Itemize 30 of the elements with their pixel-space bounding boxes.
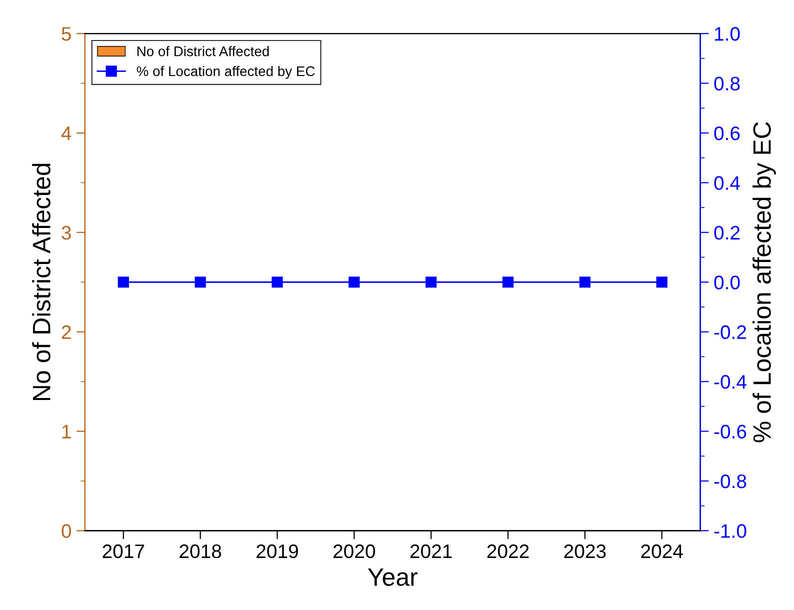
x-tick-label: 2021 [410, 544, 452, 558]
y-tick-label: 1 [62, 424, 71, 438]
y2-tick-label: 0.8 [714, 76, 740, 90]
y-axis-title: No of District Affected [32, 164, 50, 400]
y2-axis-title: % of Location affected by EC [752, 122, 776, 442]
y2-tick-label: -1.0 [714, 524, 746, 538]
y2-tick-label: 0.2 [714, 226, 740, 240]
x-tick-label: 2018 [180, 544, 222, 558]
y2-tick-label: 0.4 [714, 176, 740, 190]
legend-label: % of Location affected by EC [136, 66, 315, 79]
y2-tick-label: 0.0 [714, 276, 740, 290]
x-axis-title: Year [368, 568, 418, 586]
y-tick-label: 5 [62, 27, 71, 41]
y2-tick-label: -0.4 [714, 375, 746, 389]
x-tick-label: 2024 [641, 544, 683, 558]
y2-tick-label: 1.0 [714, 27, 740, 41]
legend-label: No of District Affected [137, 46, 269, 56]
y2-tick-label: -0.8 [714, 474, 746, 488]
y2-tick-label: -0.2 [714, 325, 746, 340]
x-tick-label: 2017 [102, 544, 144, 558]
y2-tick-label: -0.6 [714, 424, 746, 439]
x-tick-label: 2019 [256, 544, 298, 558]
y-tick-label: 3 [62, 226, 71, 240]
y2-tick-label: 0.6 [714, 126, 740, 140]
y-tick-label: 2 [62, 325, 71, 339]
y-tick-label: 4 [61, 126, 72, 140]
x-tick-label: 2023 [564, 544, 606, 558]
x-tick-label: 2020 [334, 544, 376, 558]
y-tick-label: 0 [62, 524, 72, 538]
x-tick-label: 2022 [487, 544, 529, 558]
